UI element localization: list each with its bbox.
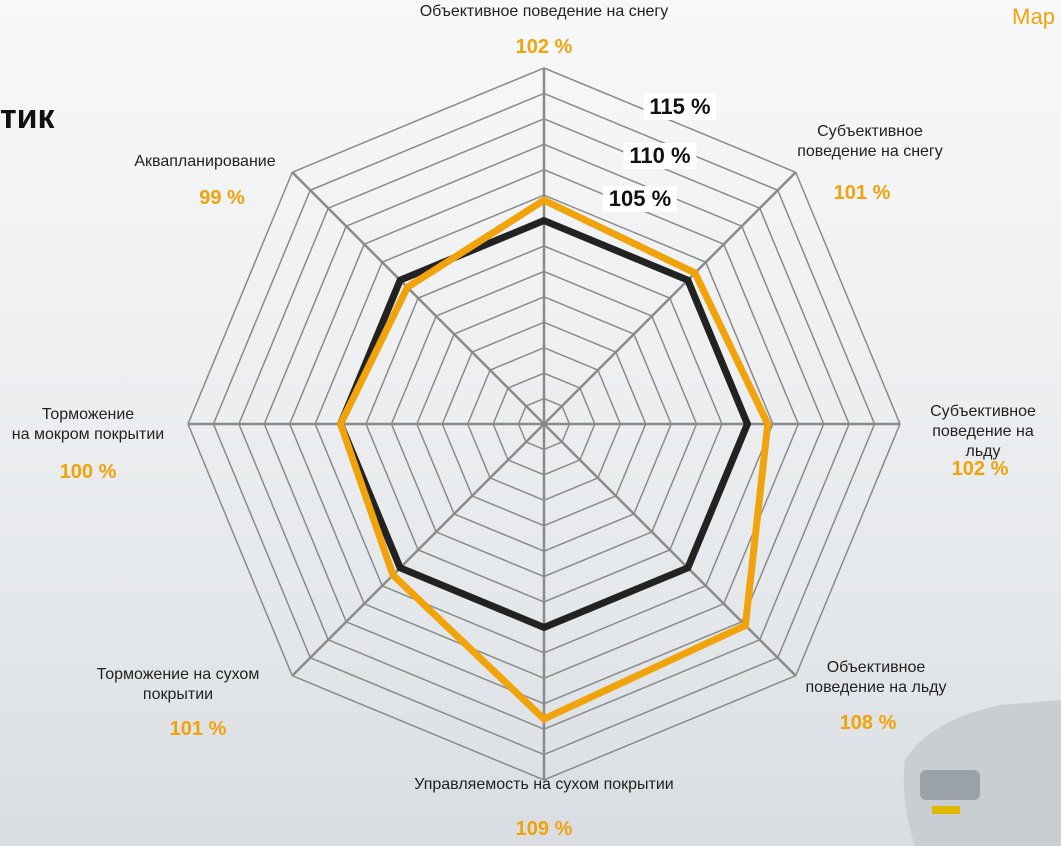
value-label: 100 % (60, 461, 117, 484)
header-fragment: Мар (1012, 4, 1055, 30)
value-label: 101 % (834, 182, 891, 205)
tick-label: 115 % (643, 94, 716, 120)
axis-label: Субъективное поведение на снегу (797, 122, 943, 162)
axis-label: Торможение на сухом покрытии (97, 665, 260, 705)
tick-label: 110 % (623, 143, 696, 169)
value-label: 101 % (170, 718, 227, 741)
axis-label: Субъективное поведение на льду (930, 402, 1036, 462)
axis-label: Объективное поведение на льду (806, 658, 947, 698)
axis-label: Аквапланирование (134, 152, 275, 172)
car (904, 700, 1061, 846)
value-label: 108 % (840, 712, 897, 735)
value-label: 109 % (516, 818, 573, 841)
axis-label: Торможение на мокром покрытии (12, 405, 164, 445)
value-label: 102 % (952, 458, 1009, 481)
value-label: 102 % (516, 36, 573, 59)
page: тик Мар 105 % 110 % 115 % Объективное повед… (0, 0, 1061, 846)
tick-label: 105 % (603, 186, 677, 212)
axis-label: Управляемость на сухом покрытии (414, 775, 673, 795)
axis-label: Объективное поведение на снегу (420, 2, 669, 22)
title-fragment: тик (0, 98, 55, 137)
value-label: 99 % (199, 187, 245, 210)
